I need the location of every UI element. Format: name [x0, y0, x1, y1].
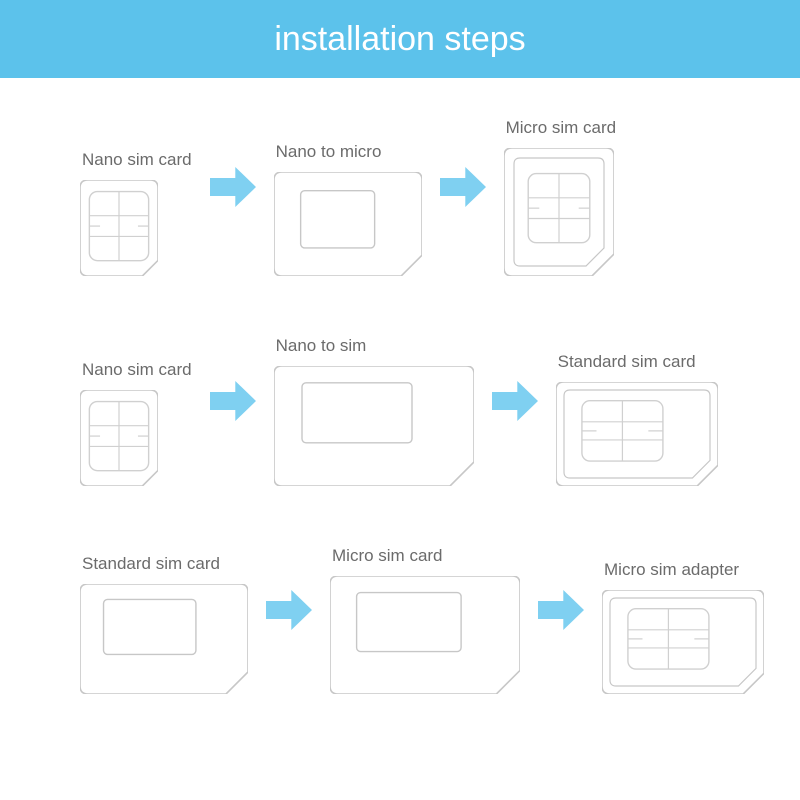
- nano-sim-icon: [80, 180, 158, 276]
- arrow-right-icon: [266, 590, 312, 630]
- step-cell: Nano to micro: [274, 142, 422, 276]
- step-label: Micro sim card: [332, 546, 443, 566]
- step-cell: Nano sim card: [80, 360, 192, 486]
- step-cell: Nano sim card: [80, 150, 192, 276]
- standard-sim-icon: [556, 382, 718, 486]
- step-label: Standard sim card: [82, 554, 220, 574]
- step-label: Nano sim card: [82, 360, 192, 380]
- steps-row: Standard sim card Micro sim card Micro s…: [80, 546, 740, 694]
- micro-sim-icon: [504, 148, 614, 276]
- step-label: Micro sim adapter: [604, 560, 739, 580]
- nano-sim-icon: [80, 390, 158, 486]
- steps-row: Nano sim card Nano to micro Micro sim ca…: [80, 118, 740, 276]
- arrow-right-icon: [492, 381, 538, 421]
- step-label: Micro sim card: [506, 118, 617, 138]
- arrow-right-icon: [538, 590, 584, 630]
- step-cell: Standard sim card: [556, 352, 718, 486]
- standard-slot-icon: [274, 366, 474, 486]
- standard-slot-icon: [330, 576, 520, 694]
- header-banner: installation steps: [0, 0, 800, 78]
- step-label: Nano sim card: [82, 150, 192, 170]
- step-cell: Nano to sim: [274, 336, 474, 486]
- step-cell: Micro sim card: [504, 118, 617, 276]
- steps-row: Nano sim card Nano to sim Standard sim c…: [80, 336, 740, 486]
- step-cell: Micro sim card: [330, 546, 520, 694]
- step-cell: Micro sim adapter: [602, 560, 764, 694]
- arrow-right-icon: [440, 167, 486, 207]
- step-cell: Standard sim card: [80, 554, 248, 694]
- step-label: Nano to sim: [276, 336, 367, 356]
- arrow-right-icon: [210, 381, 256, 421]
- steps-grid: Nano sim card Nano to micro Micro sim ca…: [0, 78, 800, 714]
- standard-slot-icon: [80, 584, 248, 694]
- standard-sim-icon: [602, 590, 764, 694]
- header-title: installation steps: [274, 20, 525, 58]
- micro-slot-icon: [274, 172, 422, 276]
- step-label: Nano to micro: [276, 142, 382, 162]
- arrow-right-icon: [210, 167, 256, 207]
- step-label: Standard sim card: [558, 352, 696, 372]
